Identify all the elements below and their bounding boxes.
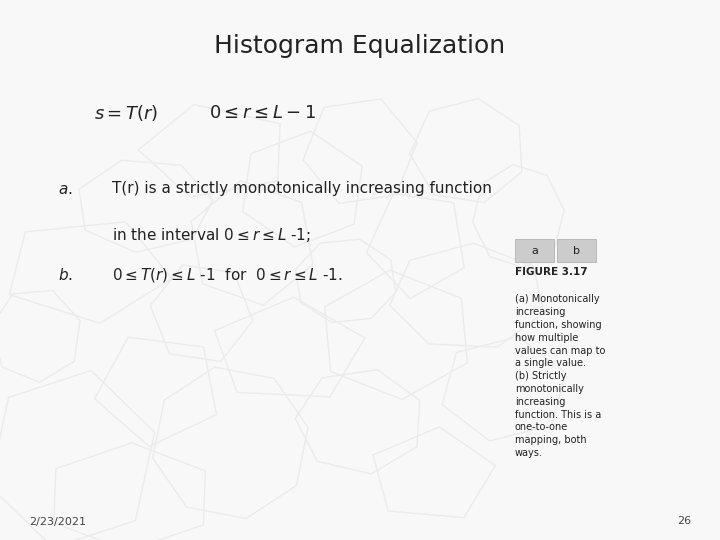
Text: T(r) is a strictly monotonically increasing function: T(r) is a strictly monotonically increas… <box>112 181 492 197</box>
Bar <box>515 239 554 262</box>
Text: (a) Monotonically
increasing
function, showing
how multiple
values can map to
a : (a) Monotonically increasing function, s… <box>515 294 606 458</box>
Text: in the interval $0 \leq r \leq L$ -1;: in the interval $0 \leq r \leq L$ -1; <box>112 226 310 244</box>
Text: $0 \leq T(r) \leq L$ -1  for  $0 \leq r \leq L$ -1.: $0 \leq T(r) \leq L$ -1 for $0 \leq r \l… <box>112 266 342 285</box>
Bar <box>557 239 596 262</box>
Text: a: a <box>531 246 538 255</box>
Text: b: b <box>573 246 580 255</box>
Text: $s = T(r)$: $s = T(r)$ <box>94 103 158 124</box>
Text: $b.$: $b.$ <box>58 267 73 284</box>
Text: FIGURE 3.17: FIGURE 3.17 <box>515 267 588 278</box>
Text: Histogram Equalization: Histogram Equalization <box>215 34 505 58</box>
Text: $0 \leq r \leq L - 1$: $0 \leq r \leq L - 1$ <box>209 104 315 123</box>
Text: 2/23/2021: 2/23/2021 <box>29 516 86 526</box>
Text: 26: 26 <box>677 516 691 526</box>
Text: $a.$: $a.$ <box>58 181 72 197</box>
